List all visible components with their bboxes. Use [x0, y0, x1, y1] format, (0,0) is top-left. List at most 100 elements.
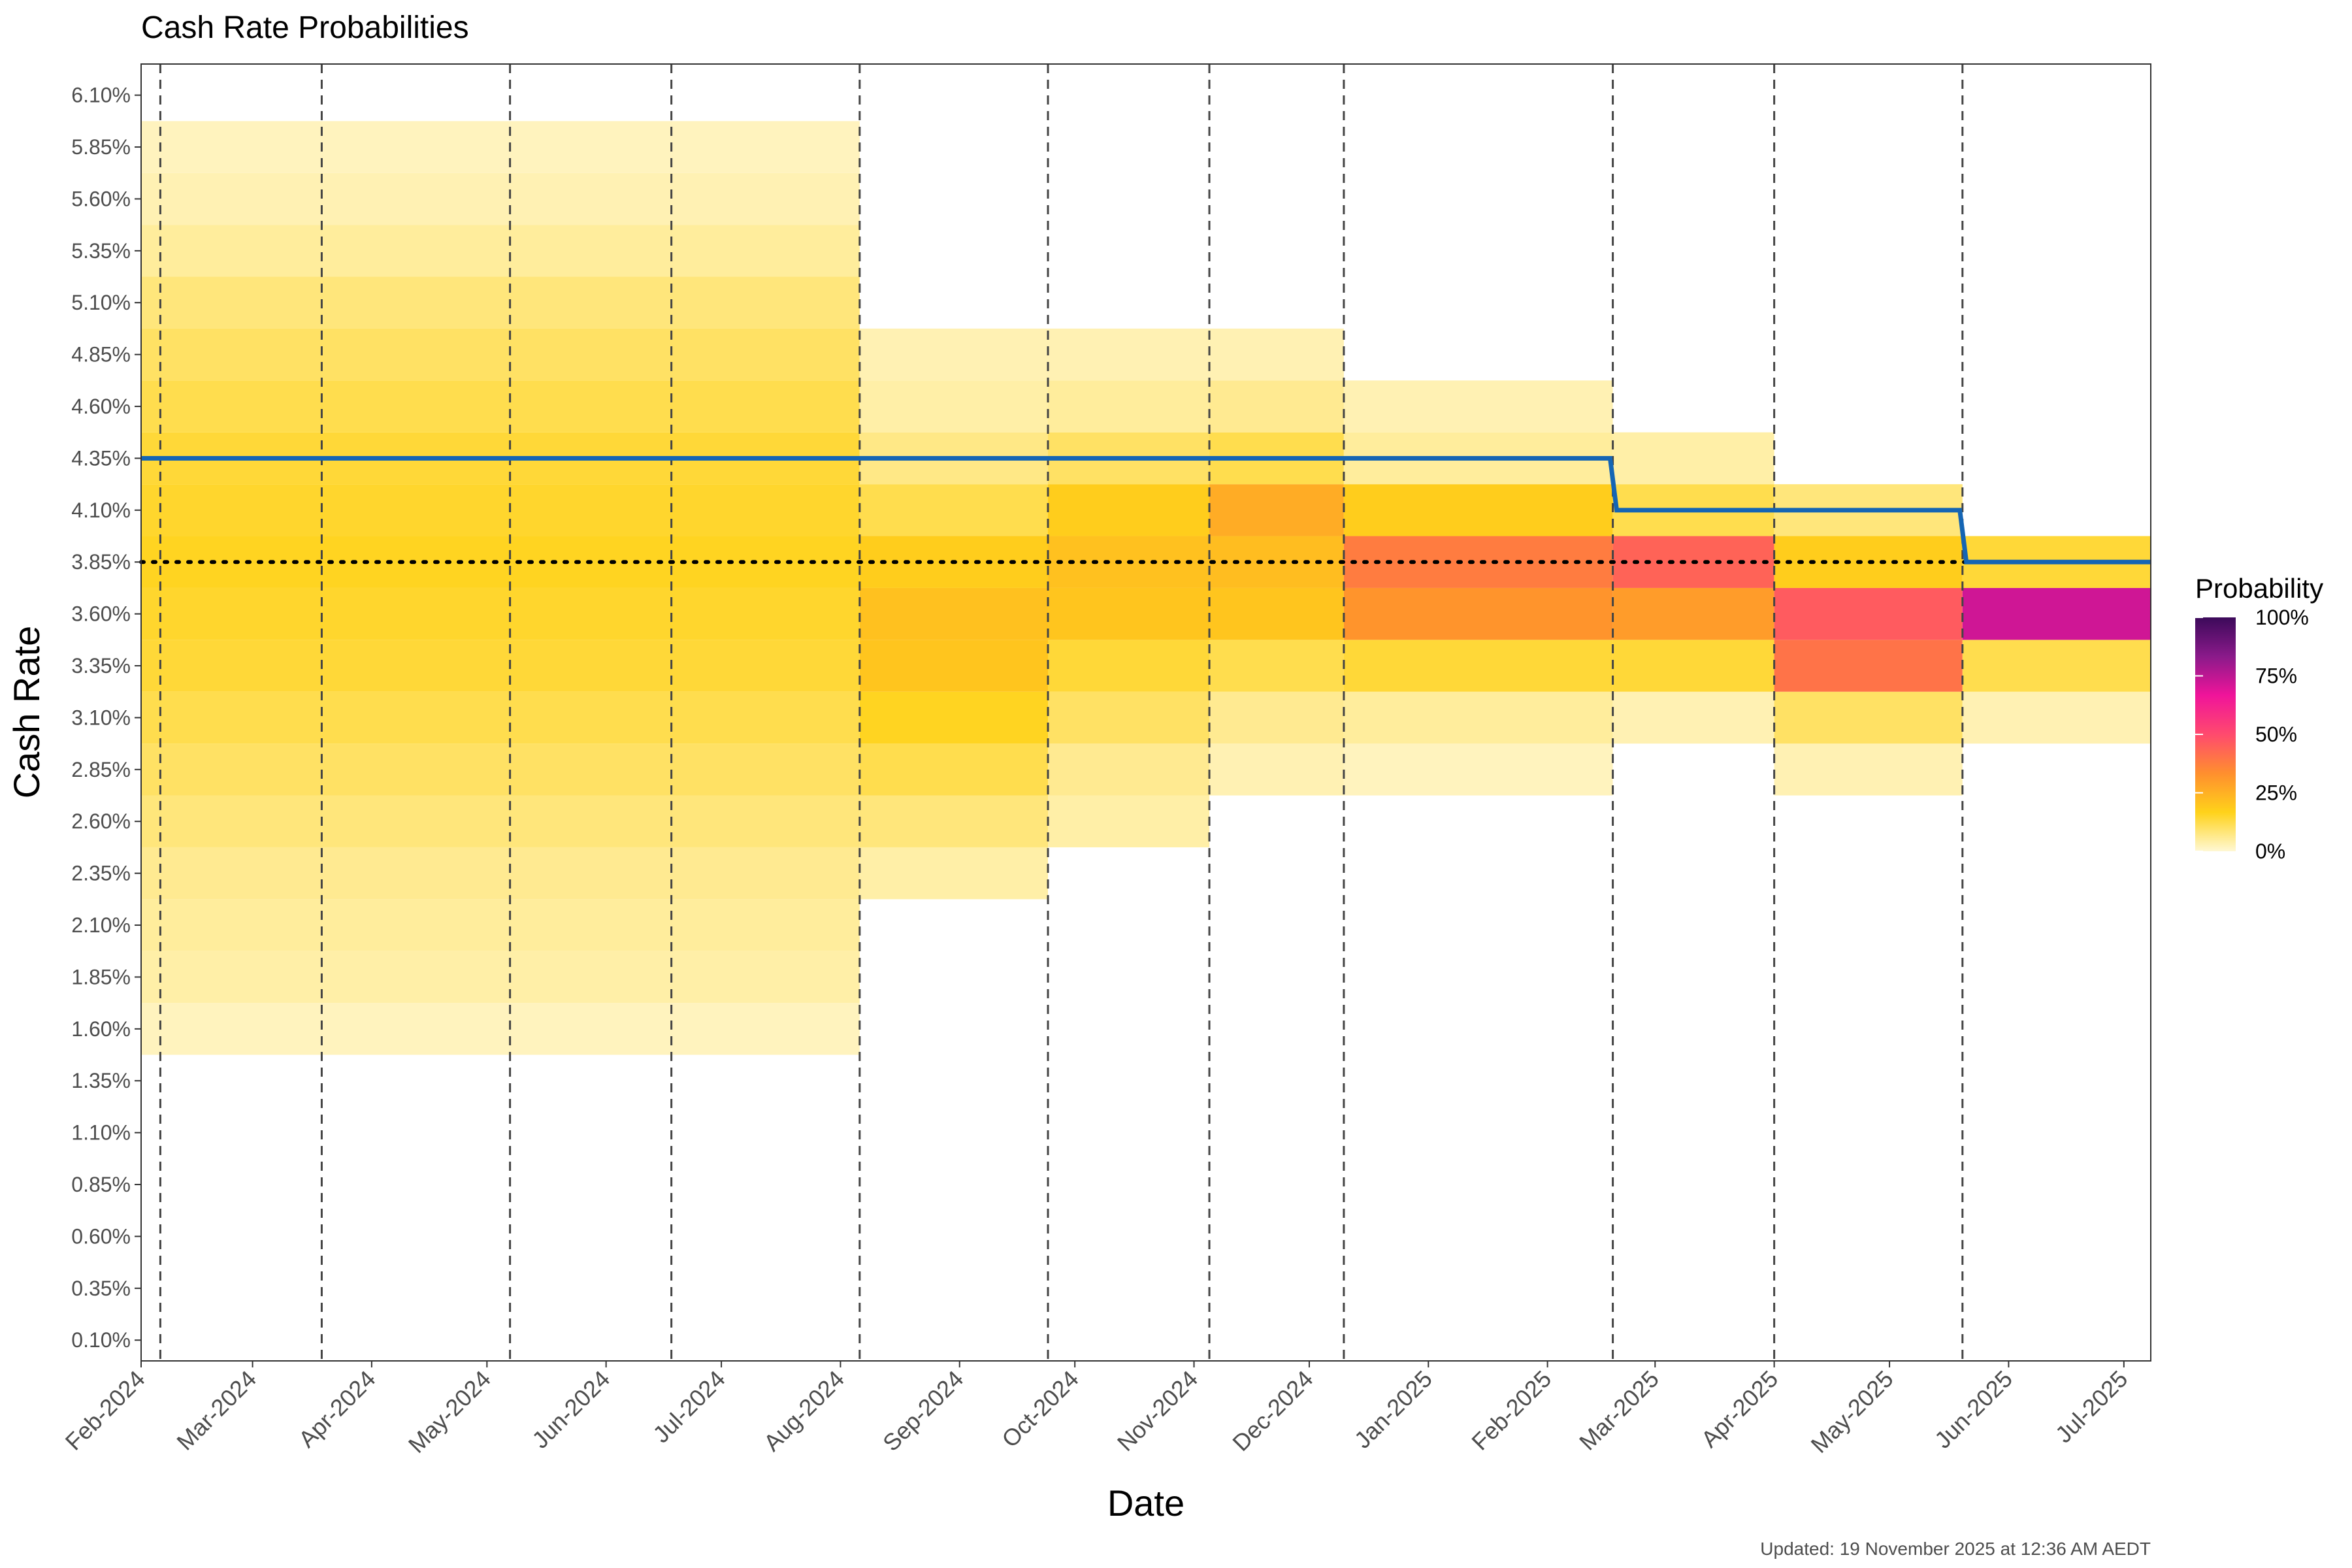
y-tick-label: 3.85% — [71, 550, 131, 574]
y-tick-label: 2.10% — [71, 913, 131, 937]
y-tick-label: 4.85% — [71, 343, 131, 367]
heat-cell — [1343, 743, 1613, 796]
y-tick-label: 2.35% — [71, 862, 131, 885]
y-tick-label: 1.60% — [71, 1017, 131, 1041]
heat-cell — [1962, 587, 2151, 640]
x-tick-label: Feb-2024 — [60, 1365, 150, 1456]
heat-cell — [141, 691, 860, 744]
chart-title: Cash Rate Probabilities — [141, 10, 469, 45]
plot-panel-border — [140, 63, 2151, 1362]
heat-cell — [859, 328, 1049, 381]
heat-cell — [1048, 743, 1210, 796]
y-axis: 0.10% 0.35% 0.60% 0.85% 1.10% 1.35% 1.60% 1.85%… — [71, 84, 141, 1352]
x-tick-label: Jul-2024 — [647, 1365, 730, 1448]
heat-cell — [1343, 380, 1613, 433]
heat-cell — [141, 640, 860, 692]
heat-cell — [859, 743, 1049, 796]
y-tick-label: 3.35% — [71, 654, 131, 678]
heat-cell — [141, 172, 860, 225]
x-tick-label: Jun-2024 — [527, 1365, 615, 1454]
heat-cell — [1048, 587, 1210, 640]
heat-cell — [141, 276, 860, 329]
heat-cell — [1209, 587, 1344, 640]
heat-cell — [1209, 640, 1344, 692]
heat-cell — [1209, 328, 1344, 381]
x-tick-label: Dec-2024 — [1227, 1365, 1318, 1456]
heat-cell — [141, 847, 860, 900]
legend-label: 25% — [2255, 781, 2297, 805]
heat-cell — [141, 951, 860, 1004]
heat-cell — [859, 380, 1049, 433]
y-tick-label: 1.85% — [71, 965, 131, 988]
heat-cell — [859, 640, 1049, 692]
x-tick-label: Oct-2024 — [996, 1365, 1084, 1453]
heat-cell — [1612, 691, 1774, 744]
heat-cell — [1774, 640, 1963, 692]
legend-label: 0% — [2255, 840, 2285, 863]
heat-cell — [141, 121, 860, 173]
heat-cell — [859, 847, 1049, 900]
y-tick-label: 5.10% — [71, 291, 131, 314]
x-tick-label: Mar-2025 — [1574, 1365, 1664, 1456]
heat-cell — [1048, 691, 1210, 744]
heat-cell — [1343, 484, 1613, 536]
x-tick-label: Apr-2024 — [293, 1365, 381, 1453]
heat-cell — [1048, 484, 1210, 536]
x-tick-label: Jul-2025 — [2050, 1365, 2133, 1448]
heat-cell — [141, 587, 860, 640]
x-tick-label: Nov-2024 — [1112, 1365, 1203, 1456]
y-tick-label: 4.10% — [71, 498, 131, 522]
heat-cell — [1343, 536, 1613, 588]
y-tick-label: 0.85% — [71, 1173, 131, 1196]
probability-legend: Probability 100% 75% 50% 25% 0% — [2195, 573, 2323, 863]
heat-cell — [1209, 691, 1344, 744]
y-tick-label: 2.85% — [71, 758, 131, 781]
heat-cell — [141, 225, 860, 277]
y-tick-label: 3.60% — [71, 602, 131, 626]
heat-cell — [1209, 380, 1344, 433]
cash-rate-line — [141, 455, 2151, 564]
heat-cell — [1612, 432, 1774, 485]
y-tick-label: 5.60% — [71, 187, 131, 210]
heat-cell — [1962, 691, 2151, 744]
y-tick-label: 4.60% — [71, 395, 131, 418]
heat-cell — [141, 743, 860, 796]
legend-label: 75% — [2255, 664, 2297, 688]
heat-cell — [141, 899, 860, 951]
y-tick-label: 2.60% — [71, 809, 131, 833]
heat-cell — [141, 795, 860, 847]
series-lines — [139, 455, 2153, 564]
y-tick-label: 6.10% — [71, 84, 131, 107]
y-tick-label: 0.60% — [71, 1224, 131, 1248]
x-tick-label: Apr-2025 — [1696, 1365, 1784, 1453]
heat-cell — [1048, 380, 1210, 433]
heat-cell — [1048, 795, 1210, 847]
meeting-lines — [159, 64, 1964, 1361]
x-tick-label: May-2024 — [403, 1365, 496, 1458]
heat-cell — [859, 795, 1049, 847]
heat-cell — [859, 484, 1049, 536]
x-axis: Feb-2024 Mar-2024 Apr-2024 May-2024 Jun-2024… — [60, 1361, 2133, 1458]
heat-cell — [1209, 484, 1344, 536]
legend-label: 50% — [2255, 723, 2297, 746]
heat-cell — [1343, 640, 1613, 692]
heat-cell — [1962, 640, 2151, 692]
heat-cell — [1343, 691, 1613, 744]
y-tick-label: 3.10% — [71, 706, 131, 729]
heat-cell — [141, 484, 860, 536]
y-tick-label: 0.35% — [71, 1277, 131, 1300]
heat-cell — [1774, 587, 1963, 640]
x-tick-label: Jan-2025 — [1349, 1365, 1437, 1454]
heat-cell — [141, 328, 860, 381]
heatmap-cells — [141, 121, 2151, 1055]
y-tick-label: 0.10% — [71, 1328, 131, 1352]
heat-cell — [1048, 640, 1210, 692]
y-tick-label: 5.35% — [71, 239, 131, 263]
heat-cell — [859, 587, 1049, 640]
legend-title: Probability — [2195, 573, 2323, 604]
heat-cell — [141, 380, 860, 433]
x-tick-label: Jun-2025 — [1929, 1365, 2017, 1454]
heat-cell — [1048, 328, 1210, 381]
y-axis-title: Cash Rate — [6, 626, 47, 799]
x-tick-label: Aug-2024 — [759, 1365, 849, 1456]
